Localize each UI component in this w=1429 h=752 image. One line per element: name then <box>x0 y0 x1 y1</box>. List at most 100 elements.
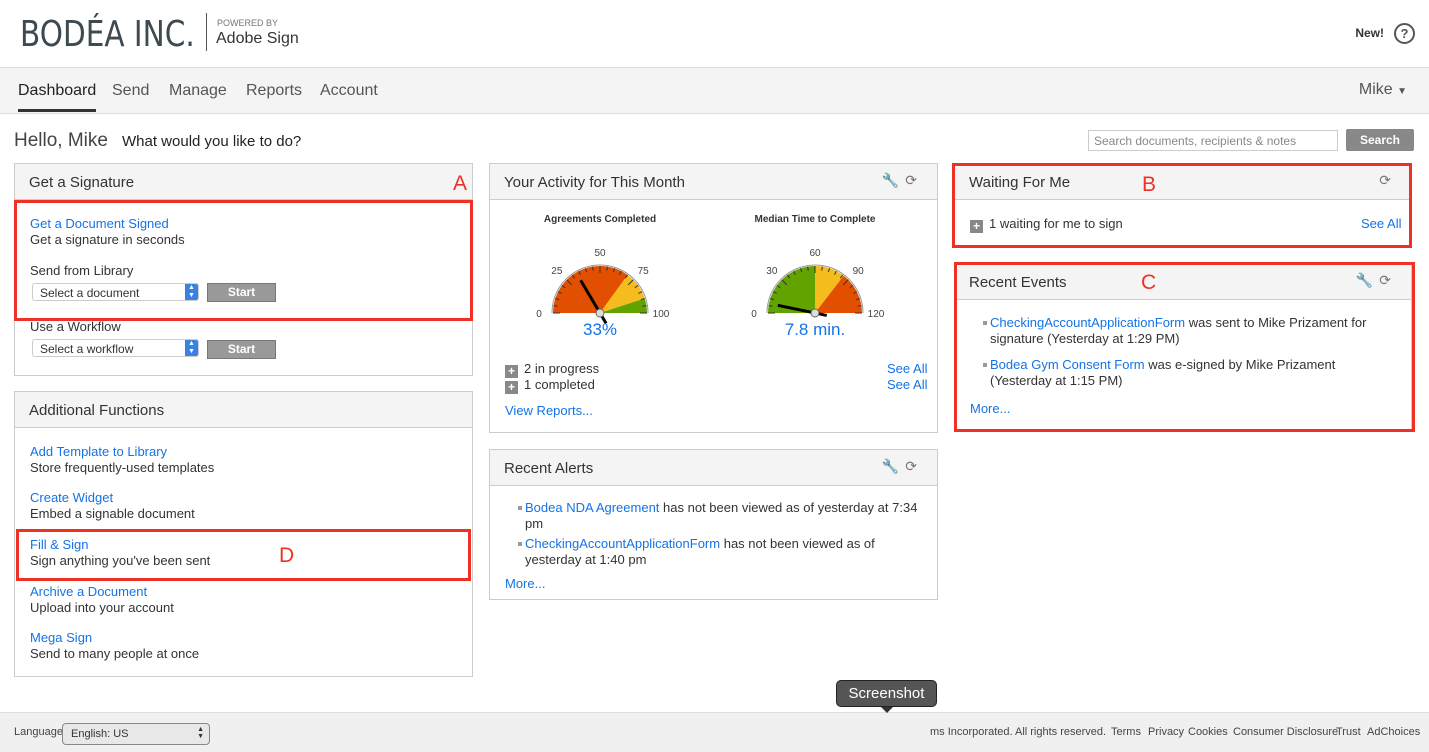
expand-icon[interactable]: + <box>505 365 518 378</box>
panel-title: Recent Events 🔧⟳ <box>955 264 1411 300</box>
gauge-tick <box>606 266 608 271</box>
start-workflow-button[interactable]: Start <box>207 340 276 359</box>
more-events-link[interactable]: More... <box>970 401 1011 416</box>
tab-account[interactable]: Account <box>320 82 378 99</box>
tab-dashboard[interactable]: Dashboard <box>18 82 97 112</box>
gauge-band <box>815 275 862 313</box>
consumer-disclosure-link[interactable]: Consumer Disclosure <box>1233 726 1339 738</box>
user-name: Mike <box>1358 81 1393 98</box>
see-all-completed-link[interactable]: See All <box>887 377 928 392</box>
wrench-icon[interactable]: 🔧 <box>1355 272 1380 288</box>
new-link[interactable]: New! <box>1355 26 1384 40</box>
see-all-waiting-link[interactable]: See All <box>1361 216 1402 231</box>
see-all-in-progress-link[interactable]: See All <box>887 361 928 376</box>
alert-link[interactable]: Bodea NDA Agreement <box>525 500 660 515</box>
gauge-tick <box>553 305 558 307</box>
gauge-tick-label: 50 <box>594 248 606 259</box>
refresh-icon[interactable]: ⟳ <box>905 172 923 188</box>
annotation-label-d: D <box>279 544 295 567</box>
more-alerts-link[interactable]: More... <box>505 576 546 591</box>
event-item: Bodea Gym Consent Form was e-signed by M… <box>983 357 1400 389</box>
gauge-tick <box>638 291 643 294</box>
privacy-link[interactable]: Privacy <box>1148 726 1185 738</box>
gauge-tick <box>770 298 775 301</box>
in-progress-item[interactable]: +2 in progress <box>505 361 599 378</box>
gauge-band <box>600 274 645 313</box>
title-text: Recent Alerts <box>504 460 594 477</box>
gauge-tick <box>642 305 647 307</box>
language-label: Language <box>14 726 63 738</box>
language-select[interactable]: English: US ▲ ▼ <box>62 723 210 745</box>
greeting-prompt: What would you like to do? <box>122 133 302 150</box>
cookies-link[interactable]: Cookies <box>1188 726 1228 738</box>
panel-tools: 🔧⟳ <box>1356 272 1397 289</box>
get-document-signed-link[interactable]: Get a Document Signed <box>30 216 169 231</box>
alert-item: CheckingAccountApplicationForm has not b… <box>518 536 930 568</box>
document-select[interactable]: Select a document ▲ ▼ <box>32 283 199 301</box>
archive-document-link[interactable]: Archive a Document <box>30 584 148 599</box>
gauge-title: Median Time to Complete <box>755 214 876 225</box>
workflow-select[interactable]: Select a workflow ▲ ▼ <box>32 339 199 357</box>
gauge-tick <box>627 279 634 286</box>
gauge-tick <box>807 266 809 271</box>
refresh-icon[interactable]: ⟳ <box>1379 272 1397 288</box>
search-input[interactable]: Search documents, recipients & notes <box>1088 130 1338 151</box>
refresh-icon[interactable]: ⟳ <box>905 458 923 474</box>
alert-item: Bodea NDA Agreement has not been viewed … <box>518 500 930 532</box>
title-text: Waiting For Me <box>969 174 1071 191</box>
start-library-button[interactable]: Start <box>207 283 276 302</box>
gauge-value: 33% <box>583 320 617 339</box>
refresh-icon[interactable]: ⟳ <box>1379 172 1397 188</box>
wrench-icon[interactable]: 🔧 <box>881 172 906 188</box>
completed-item[interactable]: +1 completed <box>505 377 595 394</box>
gauge-value: 7.8 min. <box>785 320 845 339</box>
annotation-label-a: A <box>453 172 468 195</box>
gauge-tick <box>849 284 854 289</box>
create-widget-link[interactable]: Create Widget <box>30 490 114 505</box>
terms-link[interactable]: Terms <box>1111 726 1141 738</box>
gauge-band <box>600 298 647 313</box>
search-button[interactable]: Search <box>1346 129 1414 151</box>
gauge-tick <box>768 305 773 307</box>
event-link[interactable]: CheckingAccountApplicationForm <box>990 315 1186 330</box>
expand-icon[interactable]: + <box>970 220 983 233</box>
help-icon[interactable]: ? <box>1394 23 1415 44</box>
panel-tools: ⟳ <box>1379 172 1397 189</box>
alert-text: has not been viewed as of yesterday at 1… <box>525 536 875 567</box>
gauge-tick <box>827 268 830 273</box>
library-label: Send from Library <box>30 263 134 278</box>
panel-tools: 🔧⟳ <box>882 458 923 475</box>
gauge-tick <box>793 270 796 275</box>
tab-send[interactable]: Send <box>112 82 150 99</box>
gauge-tick <box>640 298 645 301</box>
tab-reports[interactable]: Reports <box>246 82 303 99</box>
gauge-tick-label: 90 <box>853 266 865 277</box>
panel-title: Your Activity for This Month 🔧⟳ <box>490 164 937 200</box>
event-link[interactable]: Bodea Gym Consent Form <box>990 357 1145 372</box>
expand-icon[interactable]: + <box>505 381 518 394</box>
adobe-sign-logo: Adobe Sign <box>216 30 299 47</box>
item-text: 1 waiting for me to sign <box>989 216 1123 231</box>
tab-manage[interactable]: Manage <box>169 82 227 99</box>
gauge-tick <box>634 284 639 289</box>
annotation-label-b: B <box>1142 173 1157 196</box>
adchoices-link[interactable]: AdChoices <box>1367 726 1421 738</box>
waiting-item[interactable]: +1 waiting for me to sign <box>970 216 1123 233</box>
greeting: Hello, Mike <box>14 130 108 151</box>
add-template-link[interactable]: Add Template to Library <box>30 444 168 459</box>
mega-sign-link[interactable]: Mega Sign <box>30 630 93 645</box>
user-menu[interactable]: Mike ▼ <box>1359 81 1407 99</box>
recent-alerts-panel: Recent Alerts 🔧⟳ Bodea NDA Agreement has … <box>489 449 938 600</box>
event-text: was e-signed by Mike Prizament (Yesterda… <box>990 357 1336 388</box>
gauge-tick <box>624 274 629 279</box>
fill-sign-link[interactable]: Fill & Sign <box>30 537 89 552</box>
wrench-icon[interactable]: 🔧 <box>881 458 906 474</box>
view-reports-link[interactable]: View Reports... <box>505 403 593 418</box>
link-desc: Store frequently-used templates <box>30 460 215 475</box>
gauge-rim <box>551 264 649 314</box>
panel-title: Recent Alerts 🔧⟳ <box>490 450 937 486</box>
gauge-tick <box>555 298 560 301</box>
panel-title: Waiting For Me ⟳ <box>955 164 1411 200</box>
trust-link[interactable]: Trust <box>1336 726 1361 738</box>
alert-link[interactable]: CheckingAccountApplicationForm <box>525 536 721 551</box>
